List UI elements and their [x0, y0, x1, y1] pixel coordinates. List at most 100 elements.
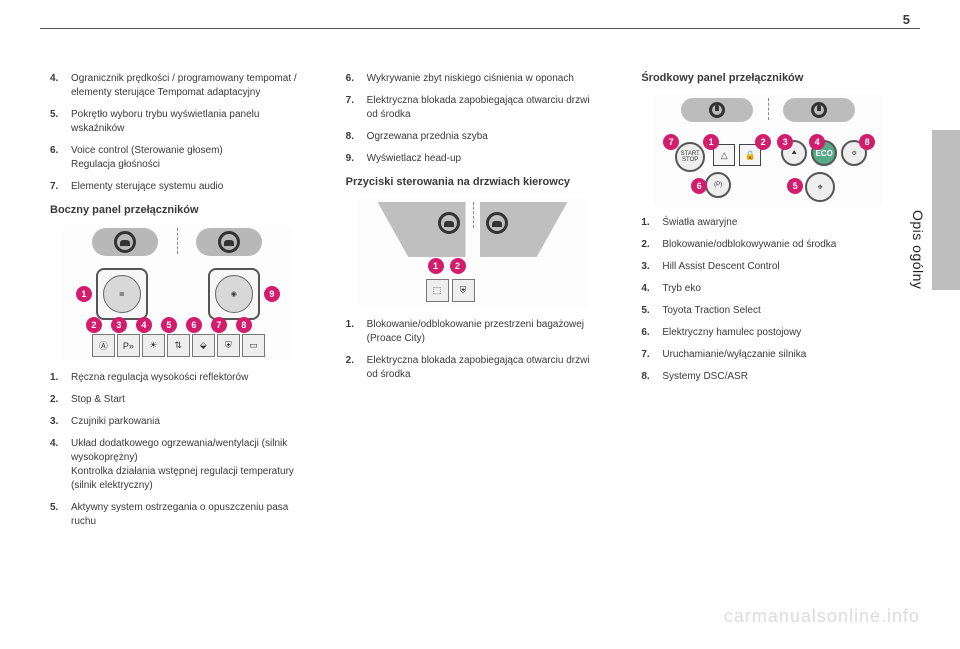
traction-select-icon: ✥ [805, 172, 835, 202]
item-text: Wykrywanie zbyt niskiego ciśnienia w opo… [367, 72, 574, 86]
callout-marker: 6 [691, 178, 707, 194]
watermark: carmanualsonline.info [724, 606, 920, 627]
headlight-dial: ≣ [96, 268, 148, 320]
list-item: 4.Ogranicznik prędkości / programowany t… [50, 72, 304, 100]
list-item: 1. Światła awaryjne [641, 216, 895, 230]
callout-marker: 8 [236, 317, 252, 333]
list-item: 2. Stop & Start [50, 393, 304, 407]
steering-wheel-icon [709, 102, 725, 118]
list-item: 3. Hill Assist Descent Control [641, 260, 895, 274]
childlock-icon: ⛨ [452, 279, 475, 302]
steering-wheel-icon [811, 102, 827, 118]
column-1: 4.Ogranicznik prędkości / programowany t… [50, 72, 304, 537]
item-number: 6. [346, 72, 360, 86]
steering-wheel-icon [486, 212, 508, 234]
subheading: Boczny panel przełączników [50, 204, 304, 216]
item-text: Elektryczna blokada zapobiegająca otwarc… [367, 94, 600, 122]
item-number: 5. [50, 501, 64, 529]
list-item: 4.Układ dodatkowego ogrzewania/wentylacj… [50, 437, 304, 493]
list-post: 1.Blokowanie/odblokowanie przestrzeni ba… [346, 318, 600, 382]
columns: 4.Ogranicznik prędkości / programowany t… [50, 72, 895, 537]
item-number: 4. [641, 282, 655, 296]
stopstart-icon: Ⓐ [92, 334, 115, 357]
steer-left-panel [92, 228, 158, 256]
callout-marker: 1 [428, 258, 444, 274]
list-pre: 6. Wykrywanie zbyt niskiego ciśnienia w o… [346, 72, 600, 166]
childlock-icon: ⛨ [217, 334, 240, 357]
parking-sensor-icon: P» [117, 334, 140, 357]
item-number: 4. [50, 437, 64, 493]
list-item: 8. Ogrzewana przednia szyba [346, 130, 600, 144]
list-item: 5.Toyota Traction Select [641, 304, 895, 318]
item-number: 3. [641, 260, 655, 274]
steering-wheel-icon [438, 212, 460, 234]
steering-wheel-icon [218, 231, 240, 253]
item-text: Wyświetlacz head-up [367, 152, 461, 166]
list-item: 6. Wykrywanie zbyt niskiego ciśnienia w o… [346, 72, 600, 86]
item-number: 1. [50, 371, 64, 385]
list-item: 2. Blokowanie/odblokowywanie od środka [641, 238, 895, 252]
column-2: 6. Wykrywanie zbyt niskiego ciśnienia w o… [346, 72, 600, 537]
item-text: Systemy DSC/ASR [662, 370, 748, 384]
list-item: 3.Czujniki parkowania [50, 415, 304, 429]
dial-face-icon: ◉ [215, 275, 253, 313]
list-post: 1. Światła awaryjne 2. Blokowanie/odblokow… [641, 216, 895, 384]
item-text: Stop & Start [71, 393, 125, 407]
item-number: 8. [346, 130, 360, 144]
list-item: 2.Elektryczna blokada zapobiegająca otwa… [346, 354, 600, 382]
callout-marker: 3 [111, 317, 127, 333]
item-number: 6. [50, 144, 64, 172]
item-text: Układ dodatkowego ogrzewania/wentylacji … [71, 437, 304, 493]
list-item: 7.Elektryczna blokada zapobiegająca otwa… [346, 94, 600, 122]
callout-marker: 5 [161, 317, 177, 333]
list-item: 7. Uruchamianie/wyłączanie silnika [641, 348, 895, 362]
list-post: 1. Ręczna regulacja wysokości reflektorów… [50, 371, 304, 529]
list-item: 1.Blokowanie/odblokowanie przestrzeni ba… [346, 318, 600, 346]
list-item: 5.Aktywny system ostrzegania o opuszczen… [50, 501, 304, 529]
item-number: 4. [50, 72, 64, 100]
steer-left-panel [681, 98, 753, 122]
figure-door-panel: 1 2 ⬚ ⛨ [358, 198, 588, 308]
item-text: Toyota Traction Select [662, 304, 760, 318]
item-text: Tryb eko [662, 282, 701, 296]
list-item: 5.Pokrętło wyboru trybu wyświetlania pan… [50, 108, 304, 136]
list-item: 4. Tryb eko [641, 282, 895, 296]
item-text: Czujniki parkowania [71, 415, 160, 429]
callout-marker: 5 [787, 178, 803, 194]
item-number: 7. [641, 348, 655, 362]
callout-marker: 8 [859, 134, 875, 150]
list-item: 7.Elementy sterujące systemu audio [50, 180, 304, 194]
item-text: Ręczna regulacja wysokości reflektorów [71, 371, 248, 385]
list-item: 1. Ręczna regulacja wysokości reflektorów [50, 371, 304, 385]
item-number: 2. [50, 393, 64, 407]
item-text: Blokowanie/odblokowywanie od środka [662, 238, 836, 252]
item-text: Ogrzewana przednia szyba [367, 130, 488, 144]
list-item: 6.Voice control (Sterowanie głosem) Regu… [50, 144, 304, 172]
separator-icon [177, 228, 178, 254]
item-text: Aktywny system ostrzegania o opuszczeniu… [71, 501, 304, 529]
item-number: 5. [50, 108, 64, 136]
figure-center-panel: START STOP △ 🔒 ⛰ ECO ⚙ (P) ✥ 7 1 2 3 4 8… [653, 94, 883, 206]
page-number: 5 [903, 12, 910, 27]
callout-marker: 1 [76, 286, 92, 302]
dial-face-icon: ≣ [103, 275, 141, 313]
item-text: Uruchamianie/wyłączanie silnika [662, 348, 806, 362]
item-number: 9. [346, 152, 360, 166]
mode-dial: ◉ [208, 268, 260, 320]
parking-brake-icon: (P) [705, 172, 731, 198]
list-item: 8.Systemy DSC/ASR [641, 370, 895, 384]
separator-icon [473, 202, 474, 228]
callout-marker: 2 [755, 134, 771, 150]
item-text: Światła awaryjne [662, 216, 737, 230]
item-text: Hill Assist Descent Control [662, 260, 779, 274]
item-text: Ogranicznik prędkości / programowany tem… [71, 72, 304, 100]
lane-assist-icon: ⇅ [167, 334, 190, 357]
separator-icon [768, 98, 769, 120]
item-text: Elektryczna blokada zapobiegająca otwarc… [367, 354, 600, 382]
callout-marker: 2 [86, 317, 102, 333]
item-number: 2. [641, 238, 655, 252]
item-number: 7. [346, 94, 360, 122]
item-text: Blokowanie/odblokowanie przestrzeni baga… [367, 318, 600, 346]
callout-marker: 2 [450, 258, 466, 274]
item-number: 1. [641, 216, 655, 230]
